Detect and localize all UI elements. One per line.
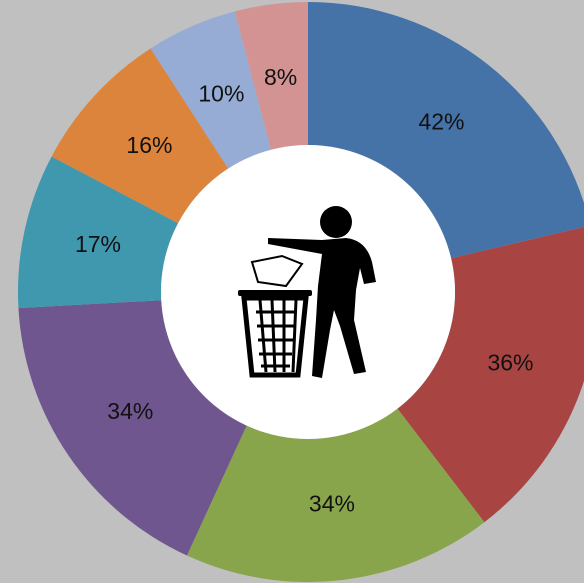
- value-label: 34%: [107, 398, 153, 424]
- donut-slice: [397, 227, 584, 523]
- donut-slice: [186, 408, 485, 582]
- value-label: 17%: [75, 231, 121, 257]
- donut-slice: [234, 2, 308, 150]
- value-label: 34%: [309, 491, 355, 517]
- value-label: 36%: [487, 349, 533, 375]
- litter-icon: [238, 206, 376, 378]
- value-label: 8%: [264, 64, 297, 90]
- donut-slice: [18, 300, 247, 556]
- donut-slice: [51, 48, 229, 224]
- donut-slice: [150, 11, 271, 169]
- donut-slice: [18, 156, 179, 309]
- slices: [18, 2, 584, 582]
- value-label: 42%: [418, 109, 464, 135]
- donut-slice: [308, 2, 584, 259]
- value-label: 16%: [126, 132, 172, 158]
- value-label: 10%: [198, 80, 244, 106]
- labels: 42% 36% 34% 34% 17% 16% 10% 8%: [75, 64, 534, 517]
